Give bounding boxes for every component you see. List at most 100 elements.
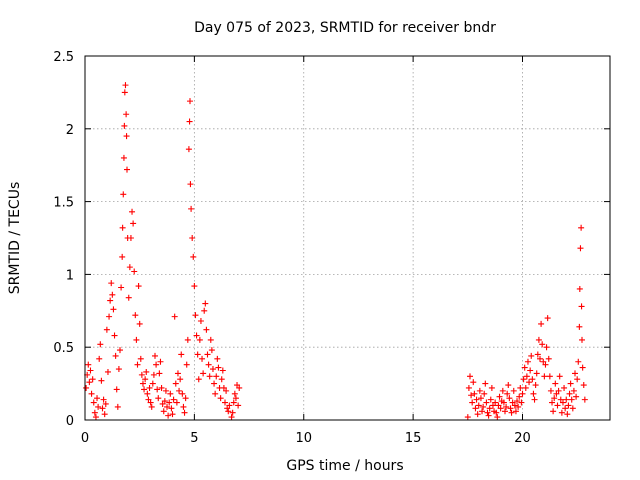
data-point <box>161 398 168 405</box>
data-point <box>122 82 129 89</box>
data-point <box>213 373 220 380</box>
y-tick-label: 0 <box>66 414 74 429</box>
data-point <box>199 355 206 362</box>
data-point <box>106 313 113 320</box>
data-point <box>578 303 585 310</box>
data-point <box>537 355 543 362</box>
data-point <box>581 396 588 403</box>
y-tick-label: 2.5 <box>53 50 74 65</box>
data-point <box>550 408 557 415</box>
y-tick-label: 1 <box>66 268 74 283</box>
data-point <box>551 395 558 402</box>
data-point <box>576 285 583 292</box>
data-point <box>494 414 501 421</box>
data-point <box>162 387 169 394</box>
data-point <box>474 411 481 418</box>
data-point <box>226 402 233 409</box>
data-point <box>475 402 482 409</box>
data-point <box>139 380 146 387</box>
data-point <box>129 208 136 215</box>
data-point <box>526 379 533 386</box>
data-point <box>529 376 536 383</box>
data-point <box>178 351 185 358</box>
data-point <box>104 368 111 375</box>
data-point <box>575 358 582 365</box>
data-point <box>136 320 143 327</box>
data-point <box>527 367 534 374</box>
data-point <box>95 403 102 410</box>
data-point <box>488 384 495 391</box>
data-point <box>150 371 157 378</box>
data-point <box>206 373 213 380</box>
data-point <box>230 399 237 406</box>
data-point <box>521 364 528 371</box>
data-point <box>190 253 197 260</box>
data-point <box>123 133 130 140</box>
data-point <box>520 376 527 383</box>
data-point <box>577 245 584 252</box>
data-point <box>528 352 535 359</box>
data-point <box>522 384 529 391</box>
data-point <box>191 283 198 290</box>
data-point <box>186 118 193 125</box>
data-point <box>88 390 95 397</box>
data-point <box>579 364 586 371</box>
data-point <box>477 395 484 402</box>
data-point <box>485 412 492 419</box>
data-point <box>544 315 551 322</box>
data-point <box>117 347 123 354</box>
data-point <box>94 395 101 402</box>
data-point <box>111 332 118 339</box>
data-point <box>134 361 141 368</box>
data-point <box>96 355 103 362</box>
data-point <box>120 191 127 198</box>
data-point <box>215 364 222 371</box>
data-point <box>83 384 90 391</box>
data-point <box>512 408 519 415</box>
data-point <box>510 387 517 394</box>
data-point <box>85 361 92 368</box>
data-point <box>115 366 122 373</box>
data-point <box>555 387 562 394</box>
data-point <box>100 396 107 403</box>
data-point <box>212 390 219 397</box>
data-point <box>229 409 236 416</box>
data-point <box>539 341 546 348</box>
x-tick-label: 5 <box>190 431 198 446</box>
data-point <box>570 387 577 394</box>
data-point <box>166 399 173 406</box>
data-point <box>518 399 525 406</box>
data-point <box>556 373 563 380</box>
data-point <box>569 405 576 412</box>
data-point <box>231 390 238 397</box>
data-point <box>138 371 145 378</box>
data-point <box>127 235 134 241</box>
data-point <box>554 402 561 409</box>
data-point <box>211 380 218 387</box>
data-point <box>185 146 192 153</box>
data-point <box>110 306 117 313</box>
data-point <box>193 332 200 339</box>
data-point <box>514 398 521 405</box>
data-point <box>500 399 507 406</box>
x-axis-label: GPS time / hours <box>286 458 403 474</box>
data-point <box>119 224 126 231</box>
data-point <box>486 405 493 412</box>
data-point <box>572 370 578 377</box>
data-point <box>493 409 500 416</box>
data-point <box>473 396 480 403</box>
data-point <box>471 390 478 397</box>
data-point <box>559 399 566 406</box>
data-point <box>543 344 550 351</box>
data-point <box>182 395 189 402</box>
data-point <box>114 403 121 410</box>
data-point <box>143 368 150 375</box>
data-point <box>235 402 242 409</box>
data-point <box>538 320 545 327</box>
data-point <box>126 264 133 271</box>
data-point <box>516 393 523 400</box>
data-point <box>534 351 541 358</box>
data-point <box>135 283 142 290</box>
data-point <box>153 361 160 368</box>
data-point <box>125 294 132 301</box>
